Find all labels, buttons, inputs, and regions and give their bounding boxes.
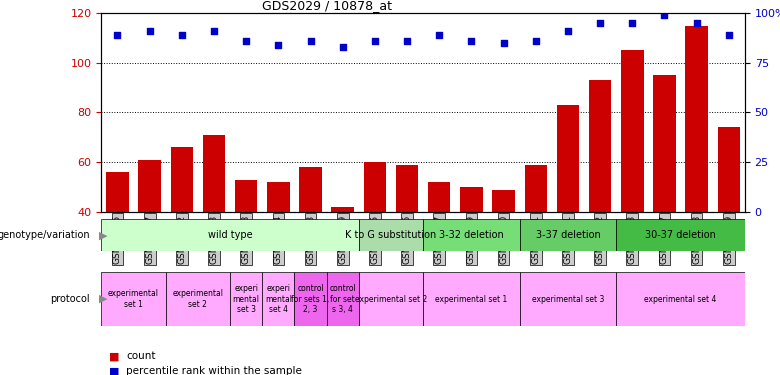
Bar	[300, 167, 322, 212]
Bar	[557, 105, 580, 212]
Point	[658, 12, 671, 18]
Bar	[327, 272, 359, 326]
Text: experi
mental
set 3: experi mental set 3	[232, 284, 260, 314]
Bar	[359, 219, 424, 251]
Point	[594, 20, 606, 26]
Point	[562, 28, 574, 34]
Text: control
for sets 1,
2, 3: control for sets 1, 2, 3	[292, 284, 330, 314]
Text: ■: ■	[109, 351, 119, 361]
Text: genotype/variation: genotype/variation	[0, 230, 90, 240]
Title: GDS2029 / 10878_at: GDS2029 / 10878_at	[261, 0, 392, 12]
Point	[144, 28, 156, 34]
Point	[498, 40, 510, 46]
Text: 3-32 deletion: 3-32 deletion	[439, 230, 504, 240]
Bar	[235, 180, 257, 212]
Bar	[460, 187, 483, 212]
Text: 3-37 deletion: 3-37 deletion	[536, 230, 601, 240]
Text: experimental set 1: experimental set 1	[435, 295, 508, 304]
Text: ■: ■	[109, 366, 119, 375]
Bar	[295, 272, 327, 326]
Point	[690, 20, 703, 26]
Bar	[267, 182, 289, 212]
Bar	[686, 26, 708, 212]
Bar	[203, 135, 225, 212]
Bar	[718, 128, 740, 212]
Point	[626, 20, 639, 26]
Bar	[101, 272, 165, 326]
Point	[530, 38, 542, 44]
Point	[722, 32, 735, 38]
Bar	[363, 162, 386, 212]
Bar	[424, 219, 519, 251]
Text: K to G substitution: K to G substitution	[346, 230, 437, 240]
Text: experimental
set 2: experimental set 2	[172, 290, 223, 309]
Bar	[616, 272, 745, 326]
Bar	[492, 189, 515, 212]
Text: 30-37 deletion: 30-37 deletion	[645, 230, 716, 240]
Bar	[165, 272, 230, 326]
Bar	[428, 182, 451, 212]
Bar	[653, 75, 675, 212]
Text: experimental set 3: experimental set 3	[532, 295, 604, 304]
Text: wild type: wild type	[207, 230, 253, 240]
Point	[112, 32, 124, 38]
Point	[240, 38, 253, 44]
Point	[369, 38, 381, 44]
Point	[304, 38, 317, 44]
Bar	[616, 219, 745, 251]
Text: experi
mental
set 4: experi mental set 4	[265, 284, 292, 314]
Point	[433, 32, 445, 38]
Point	[401, 38, 413, 44]
Text: control
for set
s 3, 4: control for set s 3, 4	[329, 284, 356, 314]
Point	[207, 28, 220, 34]
Text: percentile rank within the sample: percentile rank within the sample	[126, 366, 302, 375]
Text: ▶: ▶	[99, 294, 108, 304]
Bar	[106, 172, 129, 212]
Text: ▶: ▶	[99, 230, 108, 240]
Bar	[262, 272, 295, 326]
Bar	[230, 272, 262, 326]
Text: experimental
set 1: experimental set 1	[108, 290, 159, 309]
Point	[176, 32, 188, 38]
Bar	[101, 219, 359, 251]
Point	[272, 42, 285, 48]
Bar	[359, 272, 424, 326]
Bar	[332, 207, 354, 212]
Point	[336, 44, 349, 50]
Bar	[138, 160, 161, 212]
Text: experimental set 4: experimental set 4	[644, 295, 717, 304]
Bar	[621, 50, 643, 212]
Bar	[519, 219, 616, 251]
Bar	[519, 272, 616, 326]
Bar	[171, 147, 193, 212]
Text: experimental set 2: experimental set 2	[355, 295, 427, 304]
Text: count: count	[126, 351, 156, 361]
Bar	[395, 165, 418, 212]
Text: protocol: protocol	[50, 294, 90, 304]
Bar	[524, 165, 547, 212]
Bar	[589, 80, 612, 212]
Bar	[424, 272, 519, 326]
Point	[465, 38, 477, 44]
